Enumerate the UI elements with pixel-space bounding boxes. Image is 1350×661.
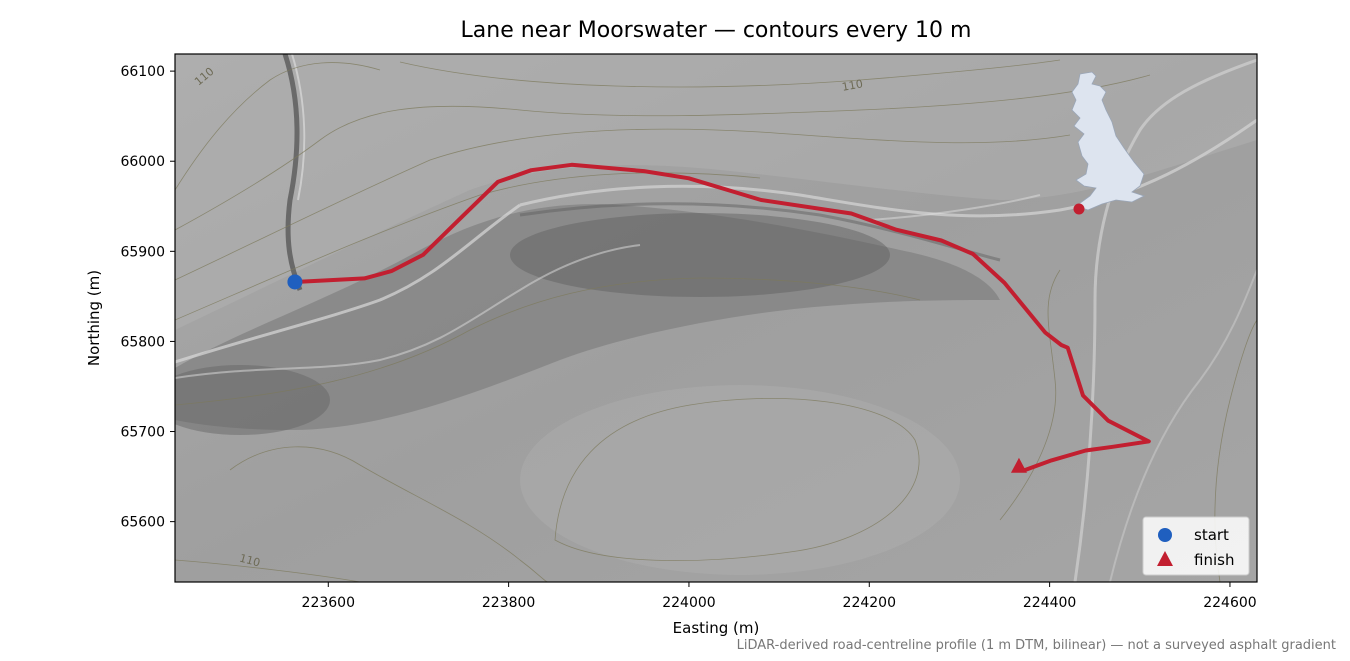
y-tick-label: 65700 — [120, 425, 165, 441]
route-line[interactable] — [292, 162, 1151, 473]
legend-finish-swatch — [1157, 551, 1173, 566]
map-title: Lane near Moorswater — contours every 10… — [460, 18, 972, 43]
uk-locator-inset — [1071, 71, 1146, 215]
legend-finish-label: finish — [1194, 551, 1234, 569]
y-axis-label: Northing (m) — [85, 269, 103, 367]
contour-label: 110 — [238, 552, 262, 570]
finish-marker[interactable] — [1010, 457, 1027, 473]
legend-start-swatch — [1158, 528, 1172, 542]
y-axis: 65600 65700 65800 65900 66000 66100 — [120, 64, 175, 531]
contour-label: 110 — [841, 77, 864, 93]
location-marker — [1073, 203, 1085, 215]
x-tick-label: 224600 — [1203, 595, 1256, 611]
x-tick-label: 224000 — [662, 595, 715, 611]
x-tick-label: 223800 — [482, 595, 535, 611]
great-britain-icon — [1071, 71, 1146, 211]
y-tick-label: 65800 — [120, 334, 165, 350]
legend: start finish — [1142, 516, 1250, 576]
plot-frame — [174, 53, 1258, 583]
y-tick-label: 65900 — [120, 244, 165, 260]
x-axis: 223600 223800 224000 224200 224400 224600 — [302, 582, 1257, 611]
y-tick-label: 66100 — [120, 64, 165, 80]
y-tick-label: 65600 — [120, 515, 165, 531]
contour-lines — [175, 59, 1257, 582]
y-tick-label: 66000 — [120, 154, 165, 170]
x-tick-label: 224400 — [1023, 595, 1076, 611]
start-marker[interactable] — [287, 274, 303, 290]
data-credit-note: LiDAR-derived road-centreline profile (1… — [736, 638, 1336, 653]
x-tick-label: 224200 — [843, 595, 896, 611]
x-tick-label: 223600 — [302, 595, 355, 611]
legend-start-label: start — [1194, 526, 1229, 544]
x-axis-label: Easting (m) — [672, 619, 760, 637]
